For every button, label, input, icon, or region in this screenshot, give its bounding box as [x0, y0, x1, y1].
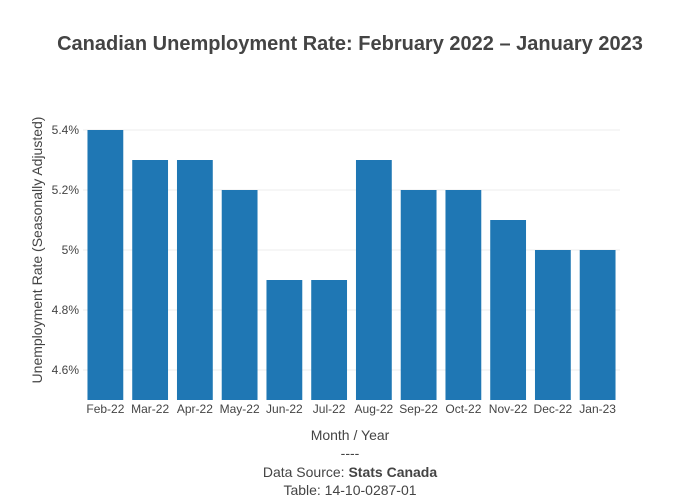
bars	[87, 130, 616, 400]
bar-feb-22[interactable]	[87, 130, 124, 400]
x-tick-label: Sep-22	[399, 402, 438, 416]
data-source-name: Stats Canada	[348, 464, 437, 480]
footer-separator: ----	[341, 445, 360, 461]
bar-jun-22[interactable]	[266, 280, 303, 400]
y-axis-label: Unemployment Rate (Seasonally Adjusted)	[29, 117, 45, 384]
bar-dec-22[interactable]	[534, 250, 571, 400]
x-tick-label: Jan-23	[579, 402, 616, 416]
x-tick-label: Mar-22	[131, 402, 169, 416]
x-tick-label: Dec-22	[534, 402, 573, 416]
x-tick-label: Feb-22	[86, 402, 124, 416]
gridlines	[83, 129, 620, 371]
x-tick-label: Nov-22	[489, 402, 528, 416]
y-tick-label: 5.4%	[52, 123, 80, 137]
y-axis-ticks: 4.6% 4.8% 5% 5.2% 5.4%	[52, 123, 80, 377]
y-tick-label: 5.2%	[52, 183, 80, 197]
x-tick-label: May-22	[220, 402, 260, 416]
x-axis-ticks: Feb-22 Mar-22 Apr-22 May-22 Jun-22 Jul-22 Aug-…	[86, 402, 616, 416]
bar-oct-22[interactable]	[445, 190, 482, 400]
y-tick-label: 4.6%	[52, 363, 80, 377]
x-tick-label: Apr-22	[177, 402, 213, 416]
x-tick-label: Jun-22	[266, 402, 303, 416]
x-tick-label: Oct-22	[445, 402, 481, 416]
data-source-prefix: Data Source:	[263, 464, 349, 480]
data-source-line: Data Source: Stats Canada	[263, 464, 438, 480]
bar-aug-22[interactable]	[355, 160, 392, 400]
chart-title: Canadian Unemployment Rate: February 202…	[57, 33, 643, 55]
bar-jul-22[interactable]	[311, 280, 348, 400]
bar-jan-23[interactable]	[579, 250, 616, 400]
x-tick-label: Jul-22	[313, 402, 346, 416]
y-tick-label: 5%	[62, 243, 80, 257]
bar-nov-22[interactable]	[490, 220, 527, 400]
x-tick-label: Aug-22	[355, 402, 394, 416]
x-axis-label: Month / Year	[311, 427, 390, 443]
bar-apr-22[interactable]	[176, 160, 213, 400]
y-tick-label: 4.8%	[52, 303, 80, 317]
table-reference: Table: 14-10-0287-01	[283, 482, 416, 498]
bar-sep-22[interactable]	[400, 190, 437, 400]
bar-may-22[interactable]	[221, 190, 258, 400]
bar-mar-22[interactable]	[132, 160, 169, 400]
